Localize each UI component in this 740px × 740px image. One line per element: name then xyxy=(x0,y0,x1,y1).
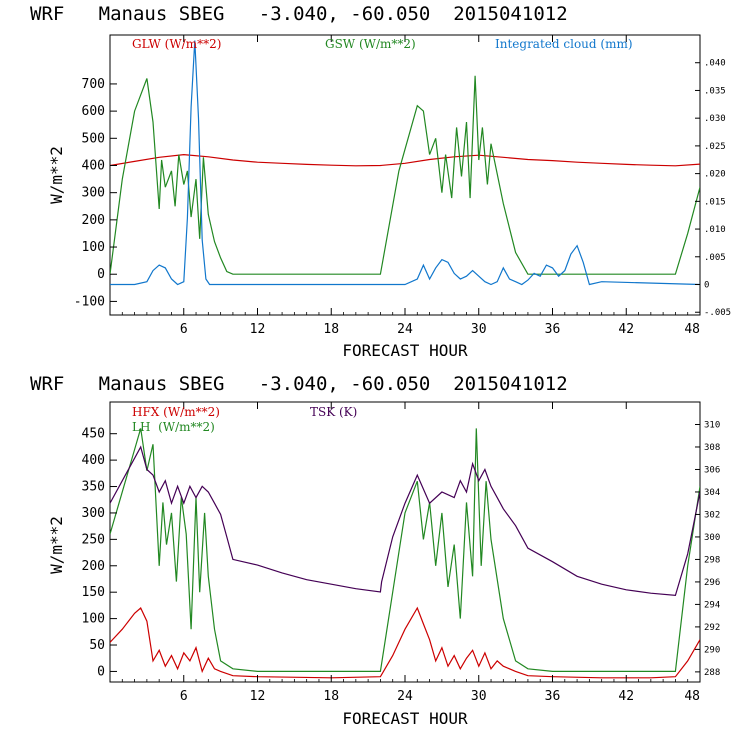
bottom-series-tsk-line xyxy=(110,445,700,597)
top-y-tick-label: 200 xyxy=(82,213,105,228)
top-right-tick-label: .020 xyxy=(704,170,726,180)
bottom-right-tick-label: 308 xyxy=(704,443,720,453)
bottom-x-tick-label: 12 xyxy=(250,689,266,704)
bottom-chart: 6 12 18 24 30 36 42 48 0 50 100 150 200 250 300 350 400 4… xyxy=(47,401,720,728)
bottom-right-tick-label: 290 xyxy=(704,645,720,655)
top-series-integrated-line xyxy=(110,40,700,286)
top-right-tick-label: .010 xyxy=(704,225,726,235)
bottom-x-tick-label: 30 xyxy=(471,689,487,704)
top-chart: 6 12 18 24 30 36 42 48 -100 0 100 200 300 400 500 600 70… xyxy=(47,34,731,360)
top-legend-glw: GLW (W/m**2) xyxy=(132,37,221,51)
bottom-x-tick-label: 24 xyxy=(397,689,413,704)
top-y-tick-label: 300 xyxy=(82,186,105,201)
bottom-y-tick-label: 50 xyxy=(89,638,105,653)
bottom-series-hfx-line xyxy=(110,606,700,679)
top-x-tick-label: 42 xyxy=(618,322,634,337)
bottom-x-tick-label: 42 xyxy=(618,689,634,704)
top-right-tick-label: .015 xyxy=(704,197,726,207)
top-plot-frame xyxy=(109,34,701,316)
top-legend-cloud: Integrated cloud (mm) xyxy=(495,37,633,51)
top-y-tick-label: 400 xyxy=(82,158,105,173)
top-x-tick-label: 12 xyxy=(250,322,266,337)
top-right-tick-label: .005 xyxy=(704,253,726,263)
bottom-right-tick-label: 302 xyxy=(704,510,720,520)
bottom-legend-lh: LH (W/m**2) xyxy=(132,420,215,434)
top-y-axis-label: W/m**2 xyxy=(47,146,66,204)
top-y-tick-label: 500 xyxy=(82,131,105,146)
bottom-series-clip xyxy=(110,428,700,679)
bottom-legend-hfx: HFX (W/m**2) xyxy=(132,405,220,419)
bottom-right-tick-label: 300 xyxy=(704,533,720,543)
bottom-plot-frame xyxy=(109,401,701,683)
top-x-tick-label: 36 xyxy=(545,322,561,337)
top-series-gsw-line xyxy=(110,75,700,275)
bottom-y-tick-label: 300 xyxy=(82,506,105,521)
top-y-tick-label: -100 xyxy=(74,294,105,309)
top-right-tick-label: .025 xyxy=(704,142,726,152)
bottom-right-tick-label: 294 xyxy=(704,600,720,610)
top-x-tick-label: 30 xyxy=(471,322,487,337)
bottom-y-tick-label: 0 xyxy=(97,664,105,679)
top-series-group xyxy=(110,40,700,286)
top-series-glw-line xyxy=(110,153,700,167)
bottom-y-tick-label: 150 xyxy=(82,585,105,600)
bottom-y-tick-label: 250 xyxy=(82,532,105,547)
bottom-right-tick-label: 310 xyxy=(704,420,720,430)
bottom-right-tick-label: 298 xyxy=(704,555,720,565)
top-x-tick-label: 48 xyxy=(684,322,700,337)
bottom-y-axis-label: W/m**2 xyxy=(47,516,66,574)
top-right-tick-label: .035 xyxy=(704,86,726,96)
bottom-y-tick-label: 350 xyxy=(82,480,105,495)
bottom-x-tick-label: 36 xyxy=(545,689,561,704)
bottom-right-tick-label: 296 xyxy=(704,578,720,588)
bottom-y-tick-label: 400 xyxy=(82,453,105,468)
top-right-tick-label: .040 xyxy=(704,59,726,69)
top-series-clip xyxy=(110,40,700,286)
top-x-tick-label: 6 xyxy=(180,322,188,337)
top-x-tick-label: 18 xyxy=(323,322,339,337)
bottom-y-tick-label: 100 xyxy=(82,612,105,627)
bottom-right-tick-label: 292 xyxy=(704,623,720,633)
bottom-series-lh-line xyxy=(110,428,700,673)
bottom-right-tick-label: 306 xyxy=(704,465,720,475)
bottom-y-tick-label: 450 xyxy=(82,427,105,442)
bottom-series-group xyxy=(110,428,700,679)
top-right-tick-label: -.005 xyxy=(704,308,731,318)
bottom-right-tick-label: 304 xyxy=(704,488,720,498)
top-x-axis-label: FORECAST HOUR xyxy=(342,341,468,360)
bottom-x-axis-label: FORECAST HOUR xyxy=(342,709,468,728)
top-y-tick-label: 700 xyxy=(82,77,105,92)
bottom-legend-tsk: TSK (K) xyxy=(310,405,357,419)
top-right-tick-label: .030 xyxy=(704,114,726,124)
top-y-tick-label: 100 xyxy=(82,240,105,255)
bottom-x-tick-label: 6 xyxy=(180,689,188,704)
bottom-right-tick-label: 288 xyxy=(704,668,720,678)
top-legend-gsw: GSW (W/m**2) xyxy=(325,37,416,51)
bottom-axes: 6 12 18 24 30 36 42 48 0 50 100 150 200 250 300 350 400 4… xyxy=(82,402,720,704)
top-chart-title: WRF Manaus SBEG -3.040, -60.050 20150410… xyxy=(30,3,568,25)
top-x-tick-label: 24 xyxy=(397,322,413,337)
bottom-chart-title: WRF Manaus SBEG -3.040, -60.050 20150410… xyxy=(30,373,568,395)
bottom-y-tick-label: 200 xyxy=(82,559,105,574)
top-y-tick-label: 600 xyxy=(82,104,105,119)
bottom-x-tick-label: 18 xyxy=(323,689,339,704)
bottom-x-tick-label: 48 xyxy=(684,689,700,704)
top-right-tick-label: 0 xyxy=(704,281,709,291)
top-y-tick-label: 0 xyxy=(97,267,105,282)
top-axes: 6 12 18 24 30 36 42 48 -100 0 100 200 300 400 500 600 70… xyxy=(74,35,731,337)
